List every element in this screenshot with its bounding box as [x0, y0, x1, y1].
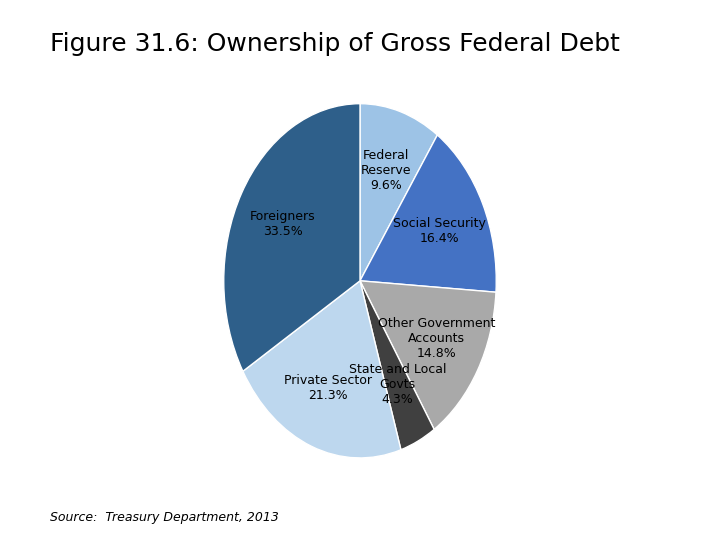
Text: Other Government
Accounts
14.8%: Other Government Accounts 14.8% [378, 318, 495, 361]
Wedge shape [360, 135, 496, 292]
Wedge shape [360, 281, 434, 450]
Text: Figure 31.6: Ownership of Gross Federal Debt: Figure 31.6: Ownership of Gross Federal … [50, 32, 620, 56]
Text: Private Sector
21.3%: Private Sector 21.3% [284, 374, 372, 402]
Text: Federal
Reserve
9.6%: Federal Reserve 9.6% [361, 150, 412, 192]
Text: Foreigners
33.5%: Foreigners 33.5% [251, 210, 316, 238]
Wedge shape [360, 281, 496, 429]
Wedge shape [243, 281, 401, 458]
Text: Social Security
16.4%: Social Security 16.4% [393, 217, 486, 245]
Text: Source:  Treasury Department, 2013: Source: Treasury Department, 2013 [50, 511, 279, 524]
Wedge shape [224, 104, 360, 372]
Text: State and Local
Govts
4.3%: State and Local Govts 4.3% [349, 363, 446, 407]
Wedge shape [360, 104, 437, 281]
